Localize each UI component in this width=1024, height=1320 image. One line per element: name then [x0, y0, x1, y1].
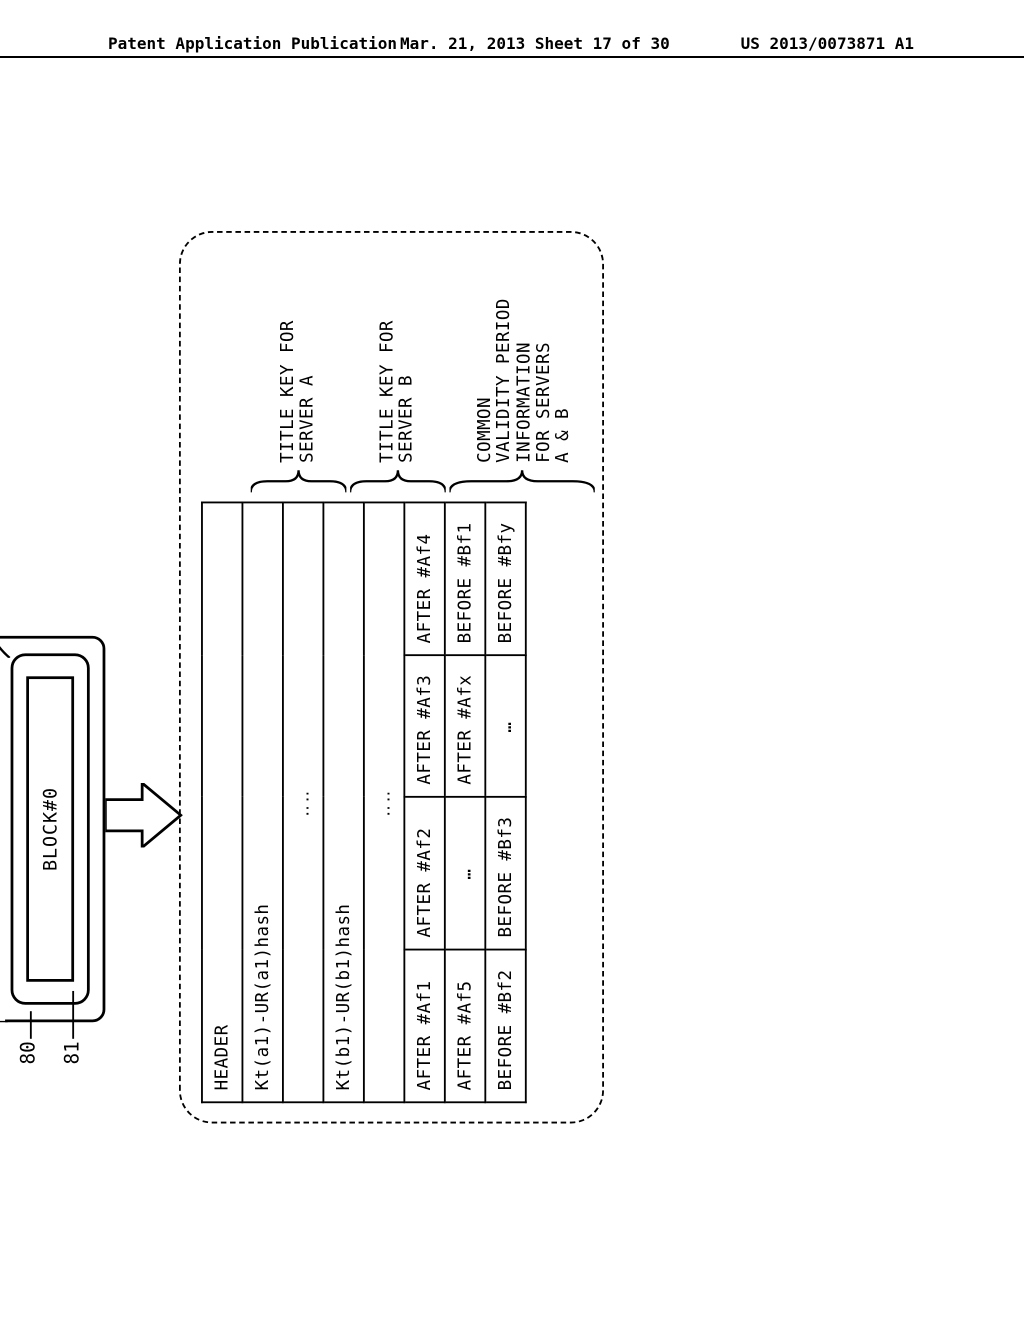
ref-81-label: 81: [61, 1041, 83, 1064]
ref-80-label: 80: [17, 1041, 39, 1064]
block-0-label: BLOCK#0: [39, 787, 61, 871]
header-mid: Mar. 21, 2013 Sheet 17 of 30: [400, 34, 670, 53]
header-right: US 2013/0073871 A1: [741, 34, 914, 53]
cell-bf1: BEFORE #Bf1: [445, 502, 485, 655]
card-notch-icon: [0, 982, 8, 1022]
cell-b-ellipsis: ‥‥: [364, 502, 404, 1102]
ref-80-leader: [30, 1011, 32, 1039]
cell-af2: AFTER #Af2: [404, 797, 444, 950]
brace-common-icon: [449, 467, 594, 498]
cell-afx: AFTER #Afx: [445, 655, 485, 796]
header-left: Patent Application Publication: [108, 34, 397, 53]
general-purpose-area-label: GENERAL PURPOSE AREA: [0, 717, 3, 968]
label-title-key-a: TITLE KEY FOR SERVER A: [278, 320, 317, 463]
figure-content: FIG.17 GENERAL PURPOSE AREA BLOCK#0 70 8…: [0, 209, 1024, 1151]
cell-af5: AFTER #Af5: [445, 949, 485, 1102]
block-detail-table: HEADER Kt(a1)-UR(a1)hash ‥‥ Kt(b1)-UR(b1…: [201, 502, 527, 1104]
cell-bf3: BEFORE #Bf3: [485, 797, 525, 950]
sd-card: GENERAL PURPOSE AREA BLOCK#0: [0, 636, 105, 1022]
arrow-down-icon: [105, 783, 182, 847]
label-title-key-b: TITLE KEY FOR SERVER B: [378, 320, 417, 463]
general-purpose-area: BLOCK#0: [11, 653, 90, 1004]
cell-bf2: BEFORE #Bf2: [485, 949, 525, 1102]
brace-a-icon: [251, 467, 347, 498]
block-0: BLOCK#0: [26, 676, 74, 981]
cell-af3: AFTER #Af3: [404, 655, 444, 796]
ref-81-leader: [72, 991, 74, 1039]
cell-af4: AFTER #Af4: [404, 502, 444, 655]
cell-af-dots: …: [445, 797, 485, 950]
cell-af1: AFTER #Af1: [404, 949, 444, 1102]
cell-bfy: BEFORE #Bfy: [485, 502, 525, 655]
page-header: Patent Application Publication Mar. 21, …: [0, 56, 1024, 58]
brace-b-icon: [350, 467, 446, 498]
cell-bf-dots: …: [485, 655, 525, 796]
cell-header: HEADER: [202, 502, 242, 1102]
cell-kt-a1: Kt(a1)-UR(a1)hash: [242, 502, 282, 1102]
label-common-validity: COMMON VALIDITY PERIOD INFORMATION FOR S…: [475, 298, 573, 463]
cell-a-ellipsis: ‥‥: [283, 502, 323, 1102]
cell-kt-b1: Kt(b1)-UR(b1)hash: [323, 502, 363, 1102]
